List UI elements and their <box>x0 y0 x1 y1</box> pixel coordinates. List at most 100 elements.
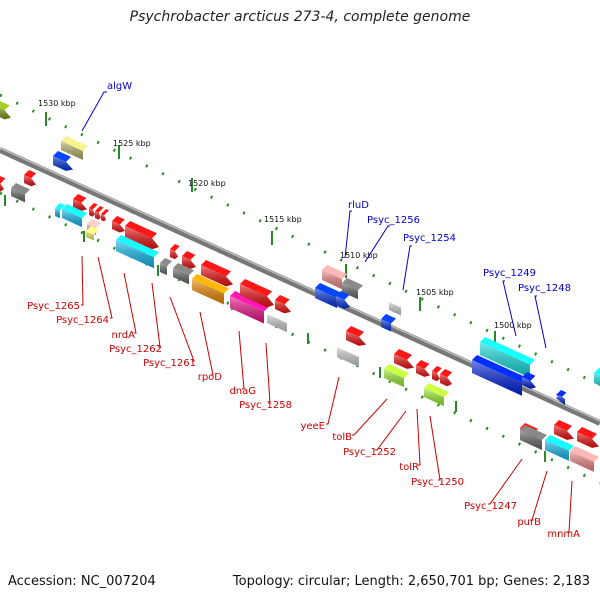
gene-feature-top <box>170 244 180 252</box>
gene-labels-bottom: Psyc_1265 Psyc_1264 nrdA Psyc_1262 Psyc_… <box>27 301 580 540</box>
gene-feature-shading <box>554 425 574 440</box>
gene-feature-shading <box>472 360 522 396</box>
gene-feature-top <box>160 258 172 267</box>
scale-track-top <box>0 93 600 387</box>
gene-feature-top <box>101 209 109 216</box>
gene-feature-shading <box>394 354 414 369</box>
gene-feature-shading <box>240 284 274 308</box>
gene-label: rluD <box>348 200 369 211</box>
gene-feature-shading <box>62 209 82 228</box>
scale-label: 1515 kbp <box>264 215 302 224</box>
gene-feature-top <box>424 383 449 398</box>
gene-feature-top <box>480 337 535 365</box>
gene-feature-top <box>384 364 409 379</box>
gene-label: Psyc_1261 <box>143 358 196 369</box>
gene-label: tolR <box>399 462 419 473</box>
gene-feature-top <box>556 390 567 398</box>
gene-label: yeeE <box>300 421 325 432</box>
gene-feature-shading <box>86 231 94 241</box>
gene-feature-shading <box>522 377 536 389</box>
gene-feature-top <box>381 314 396 324</box>
gene-feature-shading <box>0 108 11 120</box>
gene-features <box>0 101 600 472</box>
gene-feature-shading <box>267 314 287 333</box>
gene-feature-top <box>86 226 99 235</box>
gene-feature-top <box>55 203 65 211</box>
gene-label: Psyc_1248 <box>518 283 571 294</box>
scale-label: 1500 kbp <box>494 321 532 330</box>
gene-feature-shading <box>556 395 565 406</box>
gene-feature-top <box>322 265 347 280</box>
gene-feature-top <box>201 260 231 277</box>
leader-line <box>416 408 421 466</box>
gene-feature-top <box>24 170 37 179</box>
gene-feature-top <box>570 446 599 462</box>
gene-feature-shading <box>432 371 440 382</box>
gene-label: Psyc_1247 <box>464 501 517 512</box>
gene-feature-shading <box>594 373 600 386</box>
leader-line <box>567 480 573 533</box>
gene-feature-top <box>577 427 597 439</box>
gene-feature-shading <box>89 208 95 217</box>
gene-label: dnaG <box>229 386 256 397</box>
gene-feature-top <box>230 291 269 312</box>
gene-feature-top <box>267 309 292 324</box>
gene-feature-shading <box>125 226 159 250</box>
gene-feature-top <box>342 278 363 291</box>
gene-feature-shading <box>160 263 167 276</box>
leader-line <box>344 210 352 259</box>
gene-label: tolB <box>332 432 352 443</box>
gene-label: Psyc_1252 <box>343 447 396 458</box>
map-title: Psychrobacter arcticus 273-4, complete g… <box>129 9 471 25</box>
gene-label: Psyc_1264 <box>56 315 109 326</box>
gene-feature-top <box>116 235 159 258</box>
scale-label: 1530 kbp <box>38 99 76 108</box>
gene-feature-shading <box>53 156 73 171</box>
scale-label: 1510 kbp <box>340 251 378 260</box>
gene-feature-shading <box>520 430 542 451</box>
scale-labels: 1530 kbp 1525 kbp 1520 kbp 1515 kbp 1510… <box>38 99 532 330</box>
gene-label: mnmA <box>547 529 580 540</box>
leader-line <box>488 458 523 505</box>
gene-feature-shading <box>170 249 178 260</box>
gene-feature-top <box>440 369 453 378</box>
leader-line <box>502 280 517 337</box>
gene-feature-shading <box>424 388 444 407</box>
gene-feature-top <box>315 283 342 299</box>
gene-label: Psyc_1249 <box>483 268 536 279</box>
gene-feature-top <box>520 425 547 441</box>
gene-feature-shading <box>577 432 599 448</box>
gene-feature-shading <box>346 331 366 346</box>
gene-feature-shading <box>440 374 452 387</box>
gene-feature-top <box>89 203 98 210</box>
genome-summary-text: Topology: circular; Length: 2,650,701 bp… <box>232 574 590 589</box>
gene-label: rpoD <box>198 372 223 383</box>
leader-line <box>534 295 547 349</box>
gene-feature-top <box>53 151 71 162</box>
leader-line <box>238 330 245 390</box>
gene-feature-top <box>87 219 101 229</box>
leader-line <box>199 311 214 376</box>
accession-text: Accession: NC_007204 <box>8 574 156 589</box>
leader-line <box>429 415 441 481</box>
gene-feature-top <box>95 206 104 213</box>
gene-feature-top <box>61 136 88 152</box>
gene-feature-shading <box>73 199 87 211</box>
gene-feature-shading <box>112 221 125 233</box>
leader-line <box>265 342 271 404</box>
gene-feature-shading <box>322 270 342 290</box>
gene-feature-top <box>337 342 364 358</box>
leader-line <box>530 470 548 521</box>
gene-feature-top <box>173 263 194 276</box>
gene-feature-top <box>336 291 350 300</box>
scale-label: 1520 kbp <box>188 179 226 188</box>
gene-feature-shading <box>570 451 594 472</box>
leader-line <box>151 282 161 348</box>
gene-feature-top <box>554 420 572 431</box>
gene-label: nrdA <box>112 330 136 341</box>
leader-line <box>97 256 113 319</box>
gene-feature-shading <box>201 265 233 287</box>
gene-feature-top <box>522 372 536 381</box>
gene-feature-shading <box>95 211 101 220</box>
gene-feature-shading <box>24 175 36 187</box>
